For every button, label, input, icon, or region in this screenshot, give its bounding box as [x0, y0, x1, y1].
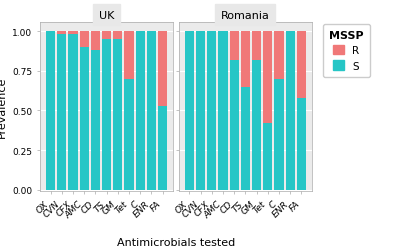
Bar — [147, 32, 156, 190]
Y-axis label: Prevalence: Prevalence — [0, 77, 7, 138]
Bar — [274, 79, 284, 190]
Bar — [91, 51, 100, 190]
Bar — [80, 48, 89, 190]
Bar — [241, 87, 250, 190]
Bar — [263, 32, 272, 124]
Bar — [113, 32, 122, 40]
Bar — [124, 32, 134, 79]
Bar — [136, 32, 145, 190]
Bar — [252, 32, 261, 60]
Bar — [286, 32, 295, 190]
Bar — [185, 32, 194, 190]
Bar — [297, 99, 306, 190]
Bar — [57, 32, 66, 35]
Bar — [207, 32, 216, 190]
Bar — [158, 32, 167, 106]
Bar — [102, 40, 111, 190]
Bar — [274, 32, 284, 79]
Bar — [124, 79, 134, 190]
Bar — [46, 32, 55, 190]
Title: Romania: Romania — [221, 11, 270, 20]
Bar — [196, 32, 205, 190]
Bar — [230, 60, 239, 190]
Bar — [91, 32, 100, 51]
Bar — [263, 124, 272, 190]
Bar — [113, 40, 122, 190]
Bar — [80, 32, 89, 48]
Bar — [68, 32, 78, 35]
Bar — [102, 32, 111, 40]
Bar — [241, 32, 250, 87]
Title: UK: UK — [99, 11, 114, 20]
Bar — [57, 35, 66, 190]
Bar — [252, 60, 261, 190]
Legend: R, S: R, S — [322, 24, 370, 78]
Text: Antimicrobials tested: Antimicrobials tested — [117, 237, 235, 247]
Bar — [218, 32, 228, 190]
Bar — [68, 35, 78, 190]
Bar — [230, 32, 239, 60]
Bar — [297, 32, 306, 99]
Bar — [158, 106, 167, 190]
